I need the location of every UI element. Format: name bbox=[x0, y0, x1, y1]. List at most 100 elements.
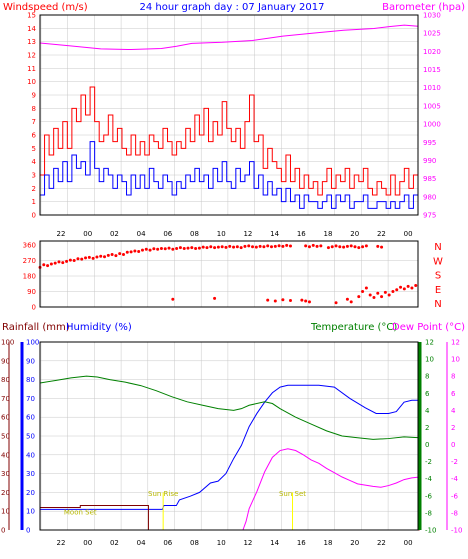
direction-point bbox=[80, 257, 84, 261]
direction-tick-label: 270 bbox=[23, 257, 36, 265]
direction-point bbox=[201, 245, 205, 249]
temp-x-tick-label: 10 bbox=[217, 539, 226, 547]
direction-point bbox=[414, 283, 418, 287]
direction-point bbox=[334, 301, 338, 305]
windspeed-tick-label: 4 bbox=[32, 158, 37, 166]
direction-point bbox=[349, 244, 353, 248]
humidity-tick-label: 60 bbox=[26, 414, 35, 422]
direction-point bbox=[235, 245, 239, 249]
direction-point bbox=[376, 244, 380, 248]
humidity-tick-label: 100 bbox=[26, 339, 39, 347]
compass-label: N bbox=[434, 299, 441, 310]
windspeed-tick-label: 0 bbox=[32, 212, 36, 220]
baro-series-line bbox=[39, 24, 419, 51]
direction-point bbox=[315, 244, 319, 248]
temp-x-tick-label: 04 bbox=[137, 539, 146, 547]
wind-x-tick-label: 04 bbox=[137, 230, 146, 238]
windspeed-tick-label: 5 bbox=[32, 145, 36, 153]
barometer-tick-label: 1000 bbox=[423, 121, 441, 129]
direction-point bbox=[213, 246, 217, 250]
wind-x-tick-label: 00 bbox=[83, 230, 92, 238]
temp-x-tick-label: 06 bbox=[163, 539, 172, 547]
wind-x-tick-label: 02 bbox=[110, 230, 119, 238]
direction-point bbox=[361, 290, 365, 293]
direction-point bbox=[91, 256, 95, 260]
wind-x-tick-label: 20 bbox=[350, 230, 359, 238]
rainfall-tick-label: 100 bbox=[1, 339, 14, 347]
direction-tick-label: 180 bbox=[23, 273, 36, 281]
direction-point bbox=[330, 245, 334, 249]
temperature-tick-label: -6 bbox=[425, 492, 433, 500]
direction-point bbox=[243, 244, 247, 248]
barometer-tick-label: 1025 bbox=[423, 30, 441, 38]
temperature-tick-label: 2 bbox=[425, 424, 429, 432]
direction-point bbox=[182, 246, 186, 250]
direction-point bbox=[68, 258, 72, 262]
direction-point bbox=[410, 286, 414, 290]
direction-point bbox=[262, 245, 266, 249]
dewpoint-tick-label: 4 bbox=[451, 407, 456, 415]
direction-point bbox=[380, 295, 384, 299]
direction-point bbox=[402, 287, 406, 291]
astro-label: Sun Rise bbox=[148, 490, 178, 498]
direction-point bbox=[163, 247, 167, 251]
direction-point bbox=[353, 245, 357, 249]
windspeed-tick-label: 10 bbox=[27, 78, 36, 86]
direction-point bbox=[220, 245, 224, 249]
direction-point bbox=[171, 247, 175, 251]
windspeed-tick-label: 11 bbox=[27, 65, 36, 73]
direction-point bbox=[300, 298, 304, 302]
direction-point bbox=[110, 252, 114, 256]
temp-x-tick-label: 00 bbox=[83, 539, 92, 547]
humidity-tick-label: 80 bbox=[26, 376, 35, 384]
temperature-axis-label: Temperature (°C) bbox=[310, 322, 397, 333]
direction-point bbox=[49, 262, 53, 266]
dewpoint-tick-label: -4 bbox=[451, 475, 459, 483]
direction-point bbox=[156, 247, 160, 251]
direction-point bbox=[307, 245, 311, 249]
direction-point bbox=[319, 244, 323, 248]
wind-series bbox=[39, 24, 419, 209]
direction-point bbox=[144, 247, 148, 251]
dewpoint-tick-label: 8 bbox=[451, 373, 455, 381]
compass-label: S bbox=[435, 271, 441, 282]
barometer-tick-label: 995 bbox=[423, 139, 436, 147]
temperature-tick-label: 0 bbox=[425, 441, 429, 449]
direction-point bbox=[118, 252, 122, 256]
windspeed-tick-label: 15 bbox=[27, 12, 36, 20]
temp-x-tick-label: 22 bbox=[377, 539, 386, 547]
compass-label: E bbox=[435, 285, 441, 296]
wind-panel-frame bbox=[39, 14, 419, 216]
direction-point bbox=[357, 295, 361, 299]
temp-x-tick-label: 18 bbox=[324, 539, 333, 547]
temp-x-tick-label: 02 bbox=[110, 539, 119, 547]
barometer-tick-label: 980 bbox=[423, 193, 436, 201]
direction-panel-frame bbox=[39, 240, 419, 308]
barometer-tick-label: 1010 bbox=[423, 84, 441, 92]
direction-point bbox=[342, 245, 346, 249]
temperature-tick-label: -8 bbox=[425, 509, 432, 517]
direction-point bbox=[148, 248, 152, 252]
direction-point bbox=[114, 254, 118, 258]
gust-series-line bbox=[40, 86, 419, 196]
wind-x-tick-label: 00 bbox=[404, 230, 413, 238]
temperature-tick-label: 10 bbox=[425, 356, 434, 364]
wind-x-tick-label: 10 bbox=[217, 230, 226, 238]
rainfall-tick-label: 70 bbox=[1, 395, 10, 403]
windspeed-tick-label: 1 bbox=[32, 198, 36, 206]
barometer-tick-label: 1030 bbox=[423, 12, 441, 20]
direction-point bbox=[140, 248, 144, 252]
wind-x-tick-label: 06 bbox=[163, 230, 172, 238]
direction-point bbox=[190, 246, 194, 250]
barometer-tick-label: 990 bbox=[423, 157, 436, 165]
temperature-tick-label: -2 bbox=[425, 458, 432, 466]
wind-tick-labels: 0123456789101112131415975980985990995100… bbox=[27, 12, 441, 239]
humidity-tick-label: 40 bbox=[26, 451, 35, 459]
direction-point bbox=[361, 245, 365, 249]
direction-point bbox=[159, 246, 163, 250]
dewpoint-tick-label: 6 bbox=[451, 390, 456, 398]
direction-point bbox=[277, 244, 281, 248]
direction-point bbox=[61, 261, 65, 265]
